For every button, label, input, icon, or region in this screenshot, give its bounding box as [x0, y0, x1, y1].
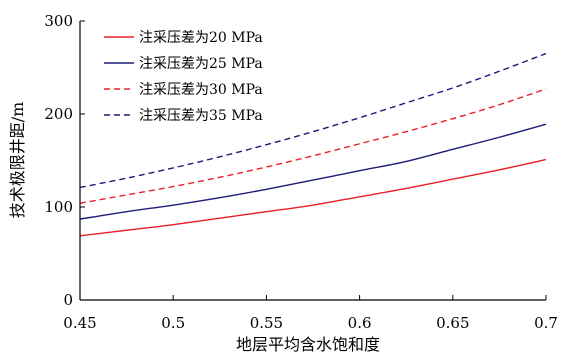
legend-label-3: 注采压差为30 MPa: [139, 82, 263, 98]
x-tick-label: 0.6: [348, 314, 372, 332]
x-tick-label: 0.5: [161, 314, 185, 332]
legend: 注采压差为20 MPa 注采压差为25 MPa 注采压差为30 MPa 注采压差为35…: [104, 30, 263, 124]
axes: [79, 21, 546, 301]
y-ticks: 0 100 200 300: [44, 12, 85, 309]
x-tick-label: 0.65: [436, 314, 469, 332]
legend-label-2: 注采压差为25 MPa: [139, 56, 263, 72]
plot-lines: [79, 52, 547, 237]
series-line-4: [79, 52, 547, 189]
series-line-2: [79, 123, 547, 220]
y-axis-title: 技术极限井距/m: [8, 102, 27, 219]
x-tick-label: 0.45: [63, 314, 96, 332]
y-tick-label: 0: [63, 291, 73, 309]
y-tick-label: 300: [44, 12, 73, 30]
series-line-1: [79, 158, 547, 237]
y-tick-label: 200: [44, 105, 73, 123]
x-tick-label: 0.7: [534, 314, 558, 332]
legend-label-4: 注采压差为35 MPa: [139, 108, 263, 124]
x-ticks: 0.45 0.5 0.55 0.6 0.65 0.7: [63, 295, 558, 332]
y-tick-label: 100: [44, 198, 73, 216]
legend-label-1: 注采压差为20 MPa: [139, 30, 263, 46]
x-axis-title: 地层平均含水饱和度: [236, 335, 380, 354]
series-line-3: [79, 88, 547, 204]
x-tick-label: 0.55: [250, 314, 283, 332]
